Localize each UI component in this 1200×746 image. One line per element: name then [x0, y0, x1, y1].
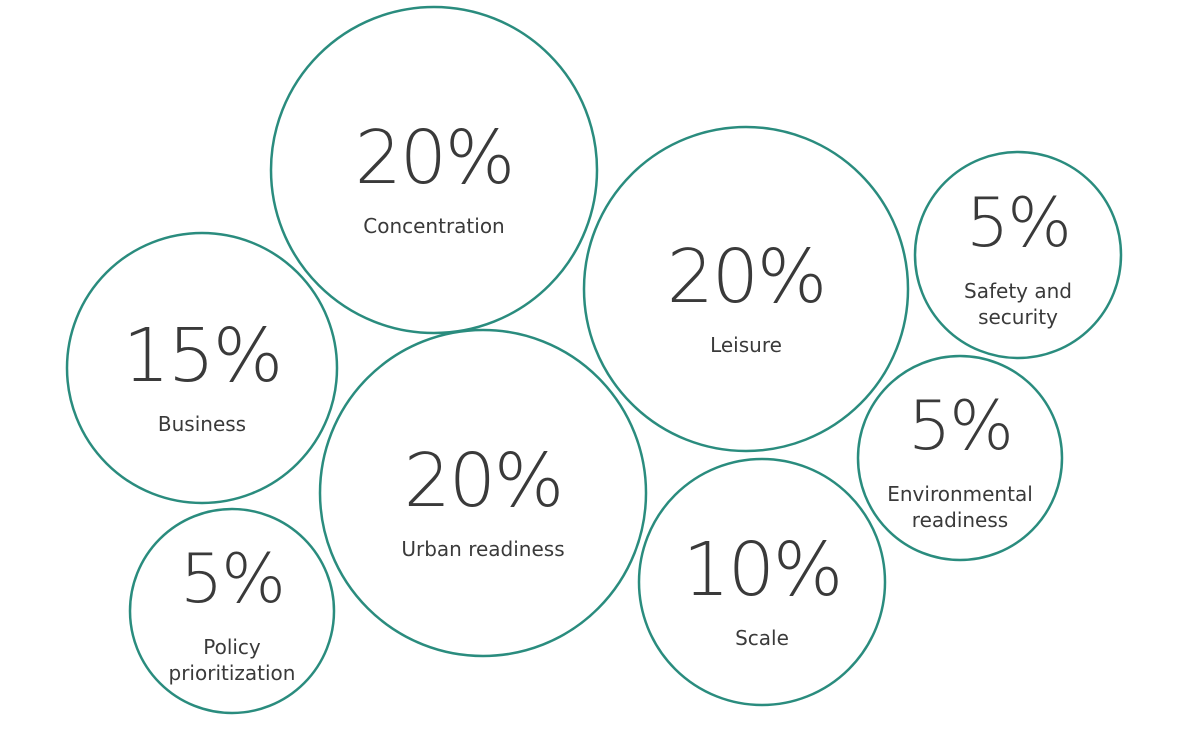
value-label: 20%: [354, 115, 515, 201]
value-label: 15%: [122, 313, 283, 399]
category-label: Leisure: [710, 333, 782, 357]
bubble: [318, 328, 648, 658]
bubble: [65, 231, 339, 505]
category-label: Business: [157, 412, 247, 436]
bubble: [913, 150, 1123, 360]
value-label: 10%: [682, 527, 843, 613]
value-label: 5%: [908, 387, 1014, 466]
value-label: 5%: [966, 184, 1072, 263]
category-label: Scale: [735, 626, 789, 650]
category-label: Urban readiness: [401, 537, 565, 561]
bubble: [856, 354, 1064, 562]
value-label: 20%: [403, 438, 564, 524]
category-label: Concentration: [363, 214, 505, 238]
bubble: [128, 507, 336, 715]
bubble: [582, 125, 910, 453]
category-label: Environmental readiness: [887, 482, 1033, 532]
value-label: 5%: [180, 540, 286, 619]
category-label: Safety and security: [964, 279, 1072, 329]
category-label: Policy prioritization: [168, 635, 296, 685]
bubble: [637, 457, 887, 707]
value-label: 20%: [666, 234, 827, 320]
bubble: [269, 5, 599, 335]
